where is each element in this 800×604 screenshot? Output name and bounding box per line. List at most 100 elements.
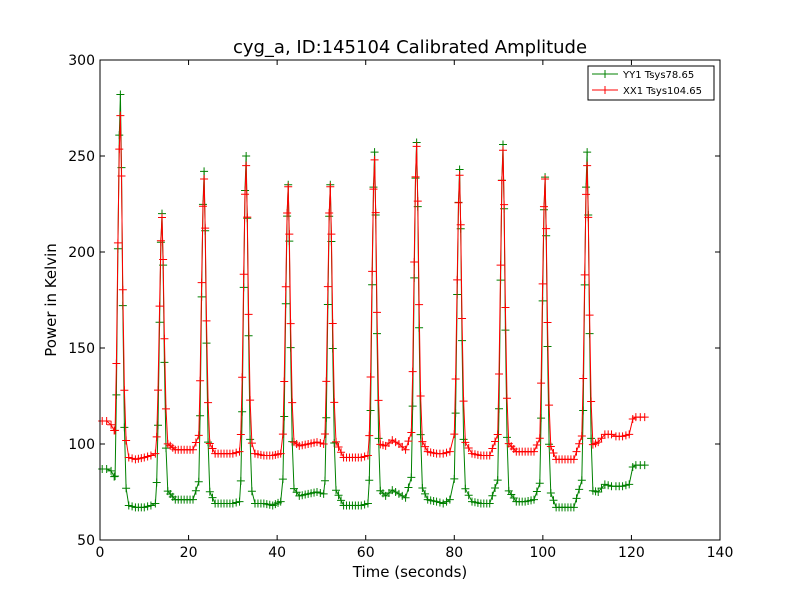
series-0-point-222 <box>597 484 606 493</box>
legend-label-0: YY1 Tsys78.65 <box>622 70 694 81</box>
series-1-point-130 <box>388 436 397 445</box>
series-0-point-40 <box>191 486 200 495</box>
series-0-point-149 <box>432 497 441 506</box>
series-0-point-49 <box>205 487 214 496</box>
series-1-point-1 <box>102 416 111 425</box>
series-1-point-41 <box>194 431 203 440</box>
series-0-point-60 <box>236 476 245 485</box>
series-0-point-208 <box>569 503 578 512</box>
series-0-point-59 <box>235 497 244 506</box>
series-0-point-180 <box>502 433 511 442</box>
series-1-point-145 <box>421 442 430 451</box>
series-0-point-39 <box>189 495 197 504</box>
series-1-point-65 <box>243 213 252 222</box>
series-1-point-4 <box>111 426 120 435</box>
series-0-point-215 <box>583 148 592 157</box>
series-0-point-29 <box>161 444 170 453</box>
series-1-point-86 <box>288 398 297 407</box>
series-1-point-27 <box>159 255 168 264</box>
series-0-point-151 <box>439 499 448 508</box>
series-1-point-193 <box>537 379 546 388</box>
series-1-point-135 <box>404 437 413 446</box>
x-tick-label-6: 120 <box>618 545 645 561</box>
series-1-point-216 <box>584 213 593 222</box>
series-0-point-13 <box>124 501 133 510</box>
series-1-point-180 <box>502 394 511 403</box>
series-1-point-105 <box>330 398 339 407</box>
plot-frame <box>99 59 721 541</box>
series-1-point-99 <box>322 377 331 386</box>
series-0-point-210 <box>575 485 584 494</box>
series-1-point-222 <box>597 434 606 443</box>
series-1-point-39 <box>189 445 197 454</box>
series-1-point-5 <box>112 359 121 368</box>
series-0-point-163 <box>464 491 473 500</box>
series-1-point-154 <box>450 430 459 439</box>
series-0-point-18 <box>140 503 149 512</box>
series-1-point-29 <box>161 404 170 413</box>
series-0-point-212 <box>579 406 588 415</box>
series-0-point-118 <box>365 476 374 485</box>
series-1-point-212 <box>579 374 588 383</box>
series-1-point-82 <box>283 209 292 218</box>
series-0-point-42 <box>196 411 205 420</box>
series-1-point-61 <box>238 373 247 382</box>
ticks-layer: 0 20 40 60 80 100 120 140 50 100 150 200 250 300 <box>68 53 733 561</box>
series-1-point-98 <box>320 429 329 438</box>
series-0-point-162 <box>461 484 470 493</box>
series-0-point-155 <box>451 409 460 418</box>
series-1-point-6 <box>113 238 122 247</box>
series-1-point-122 <box>370 155 379 164</box>
series-0-point-190 <box>530 495 538 504</box>
series-0-point-115 <box>357 501 366 510</box>
series-0-point-200 <box>546 489 555 498</box>
series-1-point-190 <box>530 447 538 456</box>
series-0-point-19 <box>143 502 152 511</box>
series-1-point-13 <box>124 453 133 462</box>
legend-marker-1 <box>601 86 609 94</box>
series-1-point-42 <box>196 376 205 385</box>
series-0-point-137 <box>408 402 417 411</box>
y-tick-label-1: 100 <box>68 437 95 453</box>
series-0-point-221 <box>594 488 603 496</box>
series-1-point-141 <box>413 197 422 206</box>
series-1-point-143 <box>416 391 425 400</box>
series-1-point-142 <box>415 300 424 309</box>
series-0-point-58 <box>232 498 241 507</box>
series-1-point-12 <box>122 436 131 445</box>
legend-box <box>587 65 715 101</box>
series-layer <box>98 90 649 512</box>
series-0-point-173 <box>493 476 502 485</box>
series-1-point-178 <box>500 200 509 209</box>
series-0-point-211 <box>577 476 586 485</box>
series-1-point-173 <box>493 430 502 439</box>
series-1-point-194 <box>538 279 547 288</box>
series-1-point-49 <box>205 439 214 448</box>
series-1-point-11 <box>120 386 129 395</box>
series-0-point-79 <box>278 475 287 484</box>
series-0-point-230 <box>625 480 634 489</box>
series-0-point-23 <box>154 421 163 430</box>
series-1-point-117 <box>363 451 372 460</box>
series-1-point-215 <box>583 161 592 170</box>
y-tick-label-3: 200 <box>68 245 95 261</box>
series-1-point-175 <box>496 261 505 270</box>
series-1-point-160 <box>458 314 467 323</box>
series-1-point-140 <box>412 142 421 151</box>
series-0-point-224 <box>604 481 613 490</box>
series-1-point-84 <box>285 230 294 239</box>
series-1-point-163 <box>464 444 473 453</box>
series-1-point-108 <box>337 448 346 457</box>
series-0-point-234 <box>640 461 649 470</box>
x-tick-label-1: 20 <box>180 545 198 561</box>
series-1-point-24 <box>155 302 164 311</box>
series-1-point-176 <box>497 176 506 185</box>
y-tick-label-2: 150 <box>68 341 95 357</box>
series-1-point-9 <box>117 171 126 180</box>
series-1-point-100 <box>323 282 332 291</box>
series-1-point-20 <box>146 451 155 460</box>
series-1-point-199 <box>545 401 554 410</box>
series-1-point-43 <box>197 278 206 287</box>
series-1-point-46 <box>201 224 210 233</box>
series-1-point-170 <box>485 451 494 460</box>
